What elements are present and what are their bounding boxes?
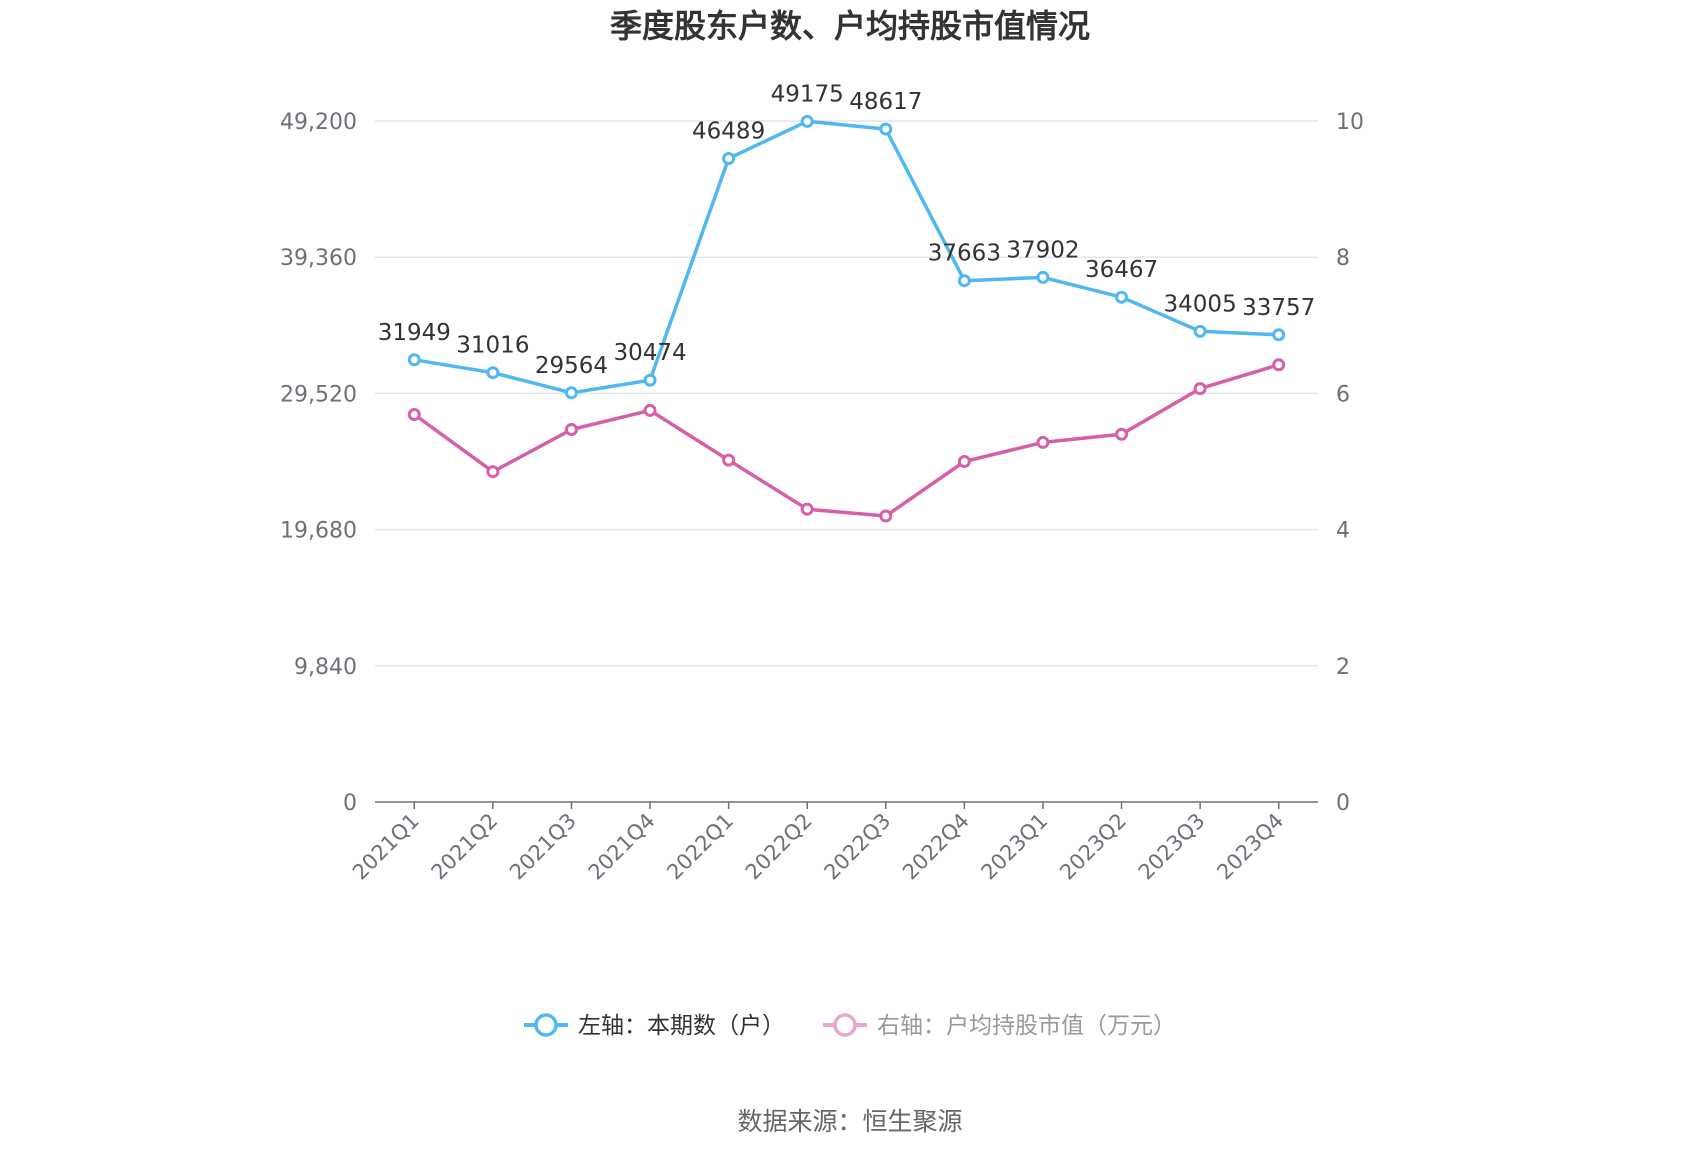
series-point-left[interactable] (486, 366, 500, 380)
data-label-left: 34005 (1164, 291, 1237, 317)
series-point-right[interactable] (564, 422, 578, 436)
y-left-tick-label: 9,840 (294, 655, 357, 680)
data-label-left: 29564 (535, 353, 608, 379)
data-label-left: 37663 (928, 241, 1001, 267)
x-tick-label: 2023Q3 (1134, 809, 1210, 885)
series-line-right (413, 363, 1280, 518)
series-point-right[interactable] (800, 502, 814, 516)
data-label-left: 33757 (1242, 295, 1315, 321)
data-source: 数据来源：恒生聚源 (737, 1107, 962, 1136)
x-tick-label: 2021Q3 (505, 809, 581, 885)
grid (375, 120, 1318, 667)
x-tick-label: 2021Q2 (427, 809, 503, 885)
y-left-tick-label: 19,680 (280, 519, 357, 544)
legend-right-series-label: 右轴：户均持股市值（万元） (877, 1013, 1176, 1039)
series-point-right[interactable] (722, 453, 736, 467)
series-point-right[interactable] (643, 403, 657, 417)
series-point-left[interactable] (1036, 270, 1050, 284)
series-point-left[interactable] (722, 152, 736, 166)
series-point-right[interactable] (1272, 358, 1286, 372)
series-point-right[interactable] (1193, 382, 1207, 396)
legend-left-series-marker-icon (534, 1013, 558, 1037)
y-right-tick-label: 6 (1336, 382, 1350, 407)
y-left-tick-label: 0 (343, 791, 357, 816)
y-right-tick-label: 4 (1336, 519, 1350, 544)
series-point-left[interactable] (407, 353, 421, 367)
x-tick-label: 2022Q4 (898, 809, 974, 885)
chart-title: 季度股东户数、户均持股市值情况 (610, 7, 1090, 45)
series-point-right[interactable] (1036, 435, 1050, 449)
legend-left-series-label: 左轴：本期数（户） (578, 1013, 785, 1039)
series-point-left[interactable] (1272, 328, 1286, 342)
x-tick-label: 2021Q4 (584, 809, 660, 885)
series-point-left[interactable] (879, 122, 893, 136)
y-left-tick-label: 29,520 (280, 382, 357, 407)
series-line-left (414, 119, 1279, 395)
y-right-tick-label: 10 (1336, 110, 1364, 135)
series-layer (407, 114, 1286, 523)
data-label-left: 48617 (849, 89, 922, 115)
series-point-left[interactable] (957, 274, 971, 288)
data-label-left: 37902 (1006, 237, 1079, 263)
x-tick-label: 2022Q1 (662, 809, 738, 885)
series-point-left[interactable] (800, 114, 814, 128)
data-label-left: 46489 (692, 119, 765, 145)
y-left-tick-label: 39,360 (280, 246, 357, 271)
series-point-right[interactable] (879, 509, 893, 523)
y-left-tick-label: 49,200 (280, 110, 357, 135)
series-point-left[interactable] (1193, 324, 1207, 338)
series-point-right[interactable] (407, 408, 421, 422)
x-tick-label: 2021Q1 (348, 809, 424, 885)
data-label-left: 30474 (613, 340, 686, 366)
x-tick-label: 2022Q2 (741, 809, 817, 885)
legend[interactable]: 左轴：本期数（户） 右轴：户均持股市值（万元） (524, 1013, 1176, 1039)
data-label-left: 36467 (1085, 257, 1158, 283)
data-label-left: 31016 (456, 333, 529, 359)
legend-item-left-series[interactable]: 左轴：本期数（户） (524, 1013, 785, 1039)
axes: 0 0 9,840 2 19,680 4 29,520 6 39,360 8 49,200 10 202… (280, 110, 1364, 884)
y-right-tick-label: 0 (1336, 791, 1350, 816)
data-label-left: 49175 (771, 81, 844, 107)
legend-right-series-marker-icon (833, 1013, 857, 1037)
x-tick-label: 2022Q3 (819, 809, 895, 885)
legend-item-right-series[interactable]: 右轴：户均持股市值（万元） (823, 1013, 1176, 1039)
series-point-left[interactable] (643, 373, 657, 387)
y-right-tick-label: 2 (1336, 655, 1350, 680)
data-label-left: 31949 (378, 320, 451, 346)
x-tick-label: 2023Q4 (1212, 809, 1288, 885)
x-tick-label: 2023Q2 (1055, 809, 1131, 885)
series-point-right[interactable] (957, 455, 971, 468)
series-point-right[interactable] (1115, 427, 1129, 441)
series-point-right[interactable] (486, 465, 500, 479)
x-tick-label: 2023Q1 (977, 809, 1053, 885)
series-point-left[interactable] (564, 386, 578, 400)
series-point-left[interactable] (1115, 290, 1129, 304)
y-right-tick-label: 8 (1336, 246, 1350, 271)
